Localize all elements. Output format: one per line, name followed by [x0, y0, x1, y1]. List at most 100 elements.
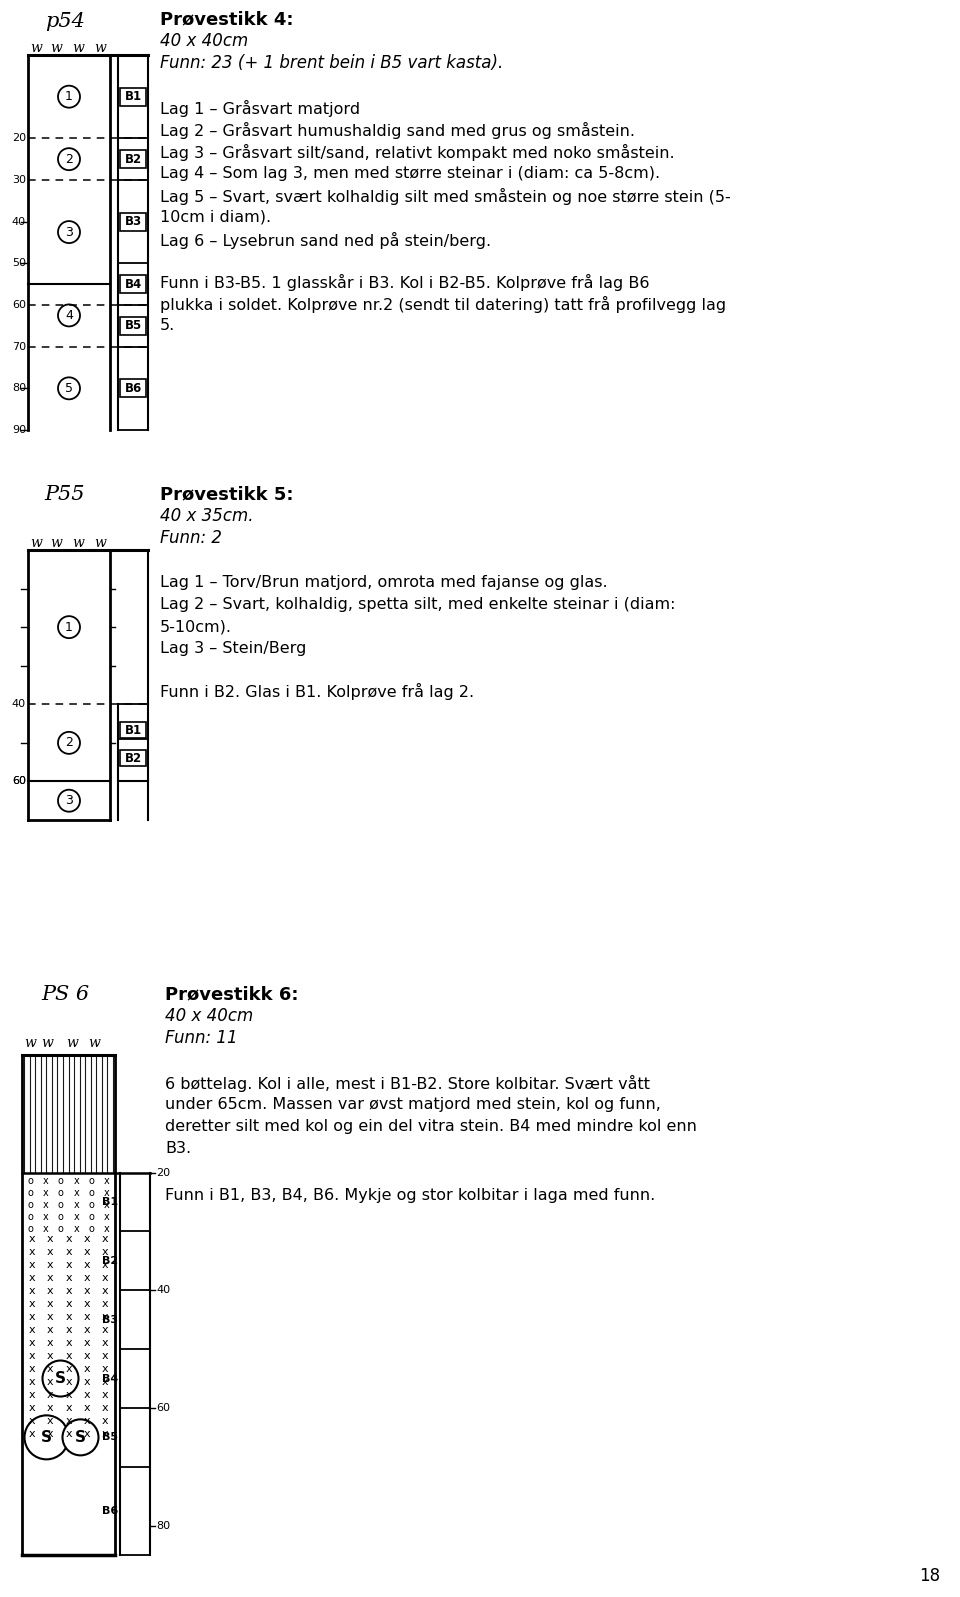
Text: x: x: [65, 1287, 72, 1297]
Text: 60: 60: [12, 300, 26, 310]
Text: x: x: [84, 1273, 90, 1284]
Text: o: o: [88, 1212, 94, 1222]
Text: PS 6: PS 6: [41, 985, 89, 1005]
Text: 10cm i diam).: 10cm i diam).: [160, 209, 271, 225]
Text: x: x: [102, 1338, 108, 1348]
Text: x: x: [104, 1199, 109, 1209]
Text: Lag 6 – Lysebrun sand ned på stein/berg.: Lag 6 – Lysebrun sand ned på stein/berg.: [160, 232, 492, 249]
Text: x: x: [29, 1429, 36, 1439]
Text: w: w: [72, 42, 84, 54]
Text: x: x: [73, 1212, 79, 1222]
Text: B2: B2: [102, 1255, 118, 1266]
Text: 5-10cm).: 5-10cm).: [160, 620, 232, 634]
Text: x: x: [65, 1260, 72, 1271]
Text: Lag 2 – Gråsvart humushaldig sand med grus og småstein.: Lag 2 – Gråsvart humushaldig sand med gr…: [160, 121, 635, 139]
Text: x: x: [84, 1351, 90, 1362]
Text: x: x: [73, 1199, 79, 1209]
Text: x: x: [73, 1175, 79, 1185]
Bar: [120, 380, 146, 398]
Text: 40 x 40cm: 40 x 40cm: [165, 1008, 253, 1025]
Text: x: x: [47, 1326, 54, 1335]
Text: x: x: [102, 1234, 108, 1244]
Text: x: x: [65, 1326, 72, 1335]
Text: x: x: [47, 1247, 54, 1257]
Text: x: x: [47, 1364, 54, 1375]
Text: w: w: [30, 537, 42, 549]
Text: o: o: [27, 1188, 33, 1198]
Text: 1: 1: [65, 621, 73, 634]
Text: 60: 60: [156, 1402, 170, 1413]
Text: x: x: [73, 1188, 79, 1198]
Text: B3: B3: [125, 216, 141, 228]
Text: Funn i B2. Glas i B1. Kolprøve frå lag 2.: Funn i B2. Glas i B1. Kolprøve frå lag 2…: [160, 684, 474, 699]
Text: x: x: [65, 1234, 72, 1244]
Text: x: x: [65, 1404, 72, 1413]
Text: x: x: [84, 1338, 90, 1348]
Text: x: x: [104, 1175, 109, 1185]
Text: x: x: [65, 1300, 72, 1310]
Bar: [120, 275, 146, 294]
Text: x: x: [29, 1247, 36, 1257]
Text: x: x: [47, 1351, 54, 1362]
Bar: [120, 751, 146, 767]
Text: 1: 1: [65, 89, 73, 104]
Text: x: x: [65, 1247, 72, 1257]
Text: x: x: [29, 1338, 36, 1348]
Text: x: x: [65, 1391, 72, 1401]
Text: B1: B1: [102, 1198, 118, 1207]
Text: x: x: [84, 1429, 90, 1439]
Text: x: x: [29, 1313, 36, 1322]
Text: o: o: [88, 1223, 94, 1233]
Text: x: x: [84, 1247, 90, 1257]
Text: x: x: [47, 1260, 54, 1271]
Text: B3.: B3.: [165, 1140, 191, 1156]
Text: o: o: [88, 1188, 94, 1198]
Text: x: x: [84, 1364, 90, 1375]
Text: Prøvestikk 5:: Prøvestikk 5:: [160, 485, 294, 503]
Text: x: x: [65, 1273, 72, 1284]
Text: x: x: [102, 1260, 108, 1271]
Text: B5: B5: [125, 319, 142, 332]
Text: x: x: [84, 1404, 90, 1413]
Text: Lag 4 – Som lag 3, men med større steinar i (diam: ca 5-8cm).: Lag 4 – Som lag 3, men med større steina…: [160, 166, 660, 180]
Text: B6: B6: [102, 1506, 118, 1516]
Text: 80: 80: [156, 1520, 170, 1530]
Text: x: x: [102, 1273, 108, 1284]
Text: x: x: [65, 1338, 72, 1348]
Text: x: x: [29, 1260, 36, 1271]
Text: x: x: [42, 1188, 48, 1198]
Text: plukka i soldet. Kolprøve nr.2 (sendt til datering) tatt frå profilvegg lag: plukka i soldet. Kolprøve nr.2 (sendt ti…: [160, 295, 726, 313]
Text: x: x: [102, 1351, 108, 1362]
Text: x: x: [84, 1300, 90, 1310]
Text: 3: 3: [65, 225, 73, 238]
Text: x: x: [29, 1378, 36, 1388]
Bar: [120, 212, 146, 230]
Circle shape: [25, 1415, 68, 1460]
Text: 60: 60: [12, 776, 26, 786]
Text: 40 x 40cm: 40 x 40cm: [160, 32, 249, 50]
Text: x: x: [47, 1417, 54, 1426]
Text: 2: 2: [65, 736, 73, 749]
Text: 3: 3: [65, 794, 73, 806]
Text: 20: 20: [156, 1167, 170, 1177]
Text: o: o: [88, 1175, 94, 1185]
Bar: [120, 150, 146, 168]
Text: 30: 30: [12, 176, 26, 185]
Text: x: x: [47, 1273, 54, 1284]
Text: w: w: [88, 1036, 100, 1049]
Text: x: x: [29, 1404, 36, 1413]
Text: w: w: [24, 1036, 36, 1049]
Text: 20: 20: [12, 133, 26, 144]
Text: x: x: [102, 1429, 108, 1439]
Text: x: x: [29, 1300, 36, 1310]
Text: 5.: 5.: [160, 318, 176, 334]
Text: w: w: [50, 42, 62, 54]
Text: x: x: [102, 1300, 108, 1310]
Text: Funn: 23 (+ 1 brent bein i B5 vart kasta).: Funn: 23 (+ 1 brent bein i B5 vart kasta…: [160, 54, 503, 72]
Text: B3: B3: [102, 1314, 118, 1324]
Text: x: x: [47, 1300, 54, 1310]
Text: 40 x 35cm.: 40 x 35cm.: [160, 506, 253, 525]
Text: w: w: [94, 42, 106, 54]
Text: B1: B1: [125, 723, 141, 736]
Text: S: S: [55, 1372, 66, 1386]
